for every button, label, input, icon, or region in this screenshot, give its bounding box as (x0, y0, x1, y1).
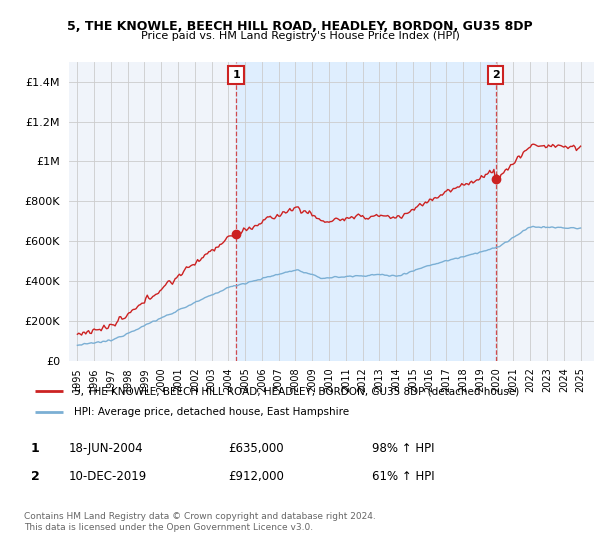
Text: £635,000: £635,000 (228, 442, 284, 455)
Text: 1: 1 (232, 70, 240, 80)
Text: Price paid vs. HM Land Registry's House Price Index (HPI): Price paid vs. HM Land Registry's House … (140, 31, 460, 41)
Text: 2: 2 (492, 70, 500, 80)
Text: 2: 2 (31, 470, 40, 483)
Text: Contains HM Land Registry data © Crown copyright and database right 2024.
This d: Contains HM Land Registry data © Crown c… (24, 512, 376, 532)
Text: 5, THE KNOWLE, BEECH HILL ROAD, HEADLEY, BORDON, GU35 8DP (detached house): 5, THE KNOWLE, BEECH HILL ROAD, HEADLEY,… (74, 386, 519, 396)
Text: 10-DEC-2019: 10-DEC-2019 (69, 470, 147, 483)
Text: 1: 1 (31, 442, 40, 455)
Text: 18-JUN-2004: 18-JUN-2004 (69, 442, 143, 455)
Text: 98% ↑ HPI: 98% ↑ HPI (372, 442, 434, 455)
Text: 5, THE KNOWLE, BEECH HILL ROAD, HEADLEY, BORDON, GU35 8DP: 5, THE KNOWLE, BEECH HILL ROAD, HEADLEY,… (67, 20, 533, 32)
Text: £912,000: £912,000 (228, 470, 284, 483)
Text: 61% ↑ HPI: 61% ↑ HPI (372, 470, 434, 483)
Bar (236, 62, 496, 361)
Text: HPI: Average price, detached house, East Hampshire: HPI: Average price, detached house, East… (74, 407, 349, 417)
